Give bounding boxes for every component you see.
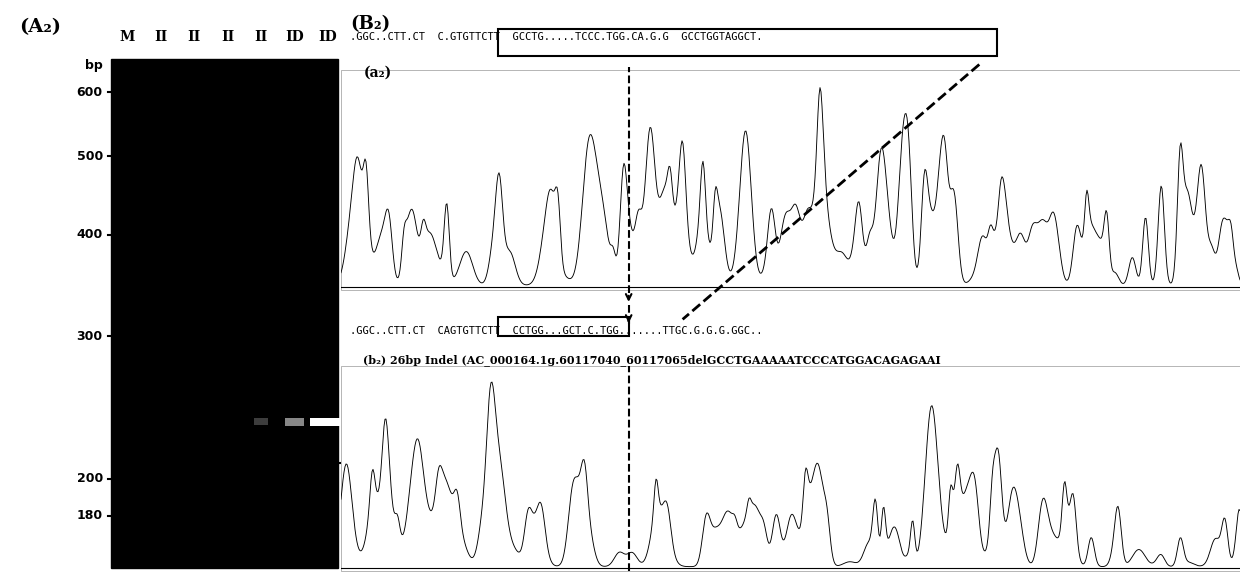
- Bar: [112, 59, 337, 568]
- Bar: [498, 317, 629, 336]
- Bar: [341, 70, 1240, 290]
- Text: (B₂): (B₂): [350, 15, 391, 33]
- Text: bp: bp: [86, 59, 103, 72]
- Text: ID: ID: [319, 30, 337, 44]
- Bar: [254, 418, 268, 425]
- Text: 209: 209: [345, 456, 371, 470]
- Bar: [285, 418, 304, 426]
- Text: II: II: [254, 30, 268, 44]
- Text: ID: ID: [285, 30, 304, 44]
- Text: (b₂) 26bp Indel (AC_000164.1g.60117040_60117065delGCCTGAAAAATCCCATGGACAGAGAAI: (b₂) 26bp Indel (AC_000164.1g.60117040_6…: [363, 355, 941, 366]
- Bar: [498, 29, 997, 56]
- Text: 180: 180: [77, 509, 103, 522]
- Text: 600: 600: [77, 86, 103, 98]
- Text: 300: 300: [77, 329, 103, 343]
- Bar: [310, 418, 346, 426]
- Text: .GGC..CTT.CT  C.GTGTTCTT  GCCTG.....TCCC.TGG.CA.G.G  GCCTGGTAGGCT.: .GGC..CTT.CT C.GTGTTCTT GCCTG.....TCCC.T…: [350, 32, 763, 42]
- Text: 200: 200: [77, 472, 103, 485]
- Text: .GGC..CTT.CT  CAGTGTTCTT  CCTGG...GCT.C.TGG.......TTGC.G.G.G.GGC..: .GGC..CTT.CT CAGTGTTCTT CCTGG...GCT.C.TG…: [350, 326, 763, 336]
- Text: 235: 235: [345, 415, 371, 428]
- Text: 500: 500: [77, 150, 103, 163]
- Text: bp: bp: [345, 392, 362, 405]
- Text: M: M: [120, 30, 135, 44]
- Text: II: II: [154, 30, 167, 44]
- Text: 400: 400: [77, 229, 103, 241]
- Bar: [341, 366, 1240, 571]
- Text: II: II: [187, 30, 201, 44]
- Text: (A₂): (A₂): [19, 18, 61, 36]
- Text: II: II: [221, 30, 234, 44]
- Text: (a₂): (a₂): [363, 66, 392, 80]
